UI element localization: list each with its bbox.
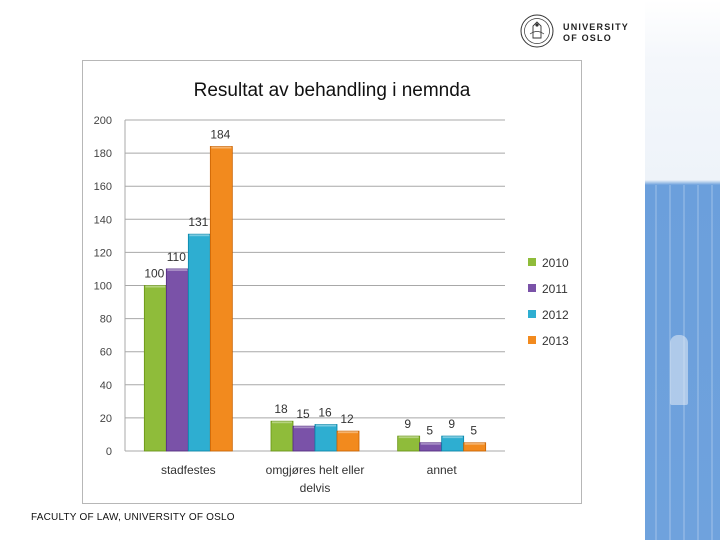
side-decoration-panel — [645, 0, 720, 540]
logo-line-1: UNIVERSITY — [563, 22, 630, 32]
bar-highlight — [420, 442, 441, 445]
legend-swatch — [528, 284, 536, 292]
bar-highlight — [211, 146, 232, 149]
legend-label: 2012 — [542, 308, 569, 322]
x-tick-label: annet — [427, 463, 458, 477]
data-label: 18 — [274, 402, 288, 416]
logo-line-2: OF OSLO — [563, 33, 612, 43]
bar-2012 — [441, 435, 465, 452]
bar-2011 — [292, 425, 316, 452]
bar-2012 — [314, 424, 338, 452]
data-label: 9 — [448, 417, 455, 431]
data-label: 100 — [144, 267, 164, 281]
y-tick-label: 40 — [100, 380, 112, 392]
bar-highlight — [316, 424, 336, 427]
data-label: 131 — [188, 215, 208, 229]
bar-2011 — [165, 268, 189, 452]
university-logo: UNIVERSITY OF OSLO — [520, 14, 640, 54]
bar-highlight — [167, 268, 188, 271]
x-tick-label: delvis — [300, 481, 331, 495]
data-label: 184 — [210, 127, 230, 141]
bar-highlight — [442, 436, 463, 439]
y-tick-label: 120 — [94, 247, 112, 259]
bar-highlight — [272, 421, 292, 424]
bar-highlight — [294, 426, 314, 429]
bar-2010 — [270, 420, 294, 452]
y-tick-label: 60 — [100, 347, 112, 359]
bar-2013 — [209, 146, 233, 452]
legend-swatch — [528, 258, 536, 266]
data-label: 110 — [167, 250, 186, 264]
legend-swatch — [528, 310, 536, 318]
y-tick-label: 0 — [106, 446, 112, 458]
data-label: 9 — [404, 417, 411, 431]
y-tick-label: 100 — [94, 281, 112, 293]
chart-title: Resultat av behandling i nemnda — [194, 80, 471, 101]
legend-label: 2013 — [542, 334, 569, 348]
x-tick-label: omgjøres helt eller — [266, 463, 365, 477]
data-label: 16 — [318, 406, 332, 420]
data-label: 12 — [340, 412, 354, 426]
legend-swatch — [528, 336, 536, 344]
bar-chart: Resultat av behandling i nemnda 0 20 40 60 80… — [94, 80, 569, 495]
chart-frame: Resultat av behandling i nemnda 0 20 40 60 80… — [82, 60, 582, 504]
bar-2013 — [336, 430, 360, 452]
data-label: 15 — [296, 407, 310, 421]
data-label: 5 — [426, 424, 433, 438]
statue-figure — [670, 335, 688, 405]
bar-2013 — [463, 442, 487, 452]
bar-highlight — [338, 431, 358, 434]
data-label: 5 — [470, 424, 477, 438]
bar-highlight — [189, 234, 210, 237]
university-seal-icon — [520, 14, 554, 48]
bar-highlight — [464, 442, 485, 445]
y-tick-label: 140 — [94, 214, 112, 226]
y-tick-label: 160 — [94, 181, 112, 193]
x-tick-label: stadfestes — [161, 463, 216, 477]
y-tick-label: 80 — [100, 314, 112, 326]
y-tick-label: 20 — [100, 413, 112, 425]
bar-highlight — [398, 436, 419, 439]
legend-label: 2010 — [542, 256, 569, 270]
bar-2010 — [397, 435, 421, 452]
bar-highlight — [145, 285, 166, 288]
legend-label: 2011 — [542, 282, 568, 296]
y-tick-label: 200 — [94, 115, 112, 127]
bar-2010 — [143, 285, 167, 452]
bar-2012 — [187, 233, 211, 452]
footer-text: FACULTY OF LAW, UNIVERSITY OF OSLO — [31, 512, 235, 523]
y-tick-label: 180 — [94, 148, 112, 160]
